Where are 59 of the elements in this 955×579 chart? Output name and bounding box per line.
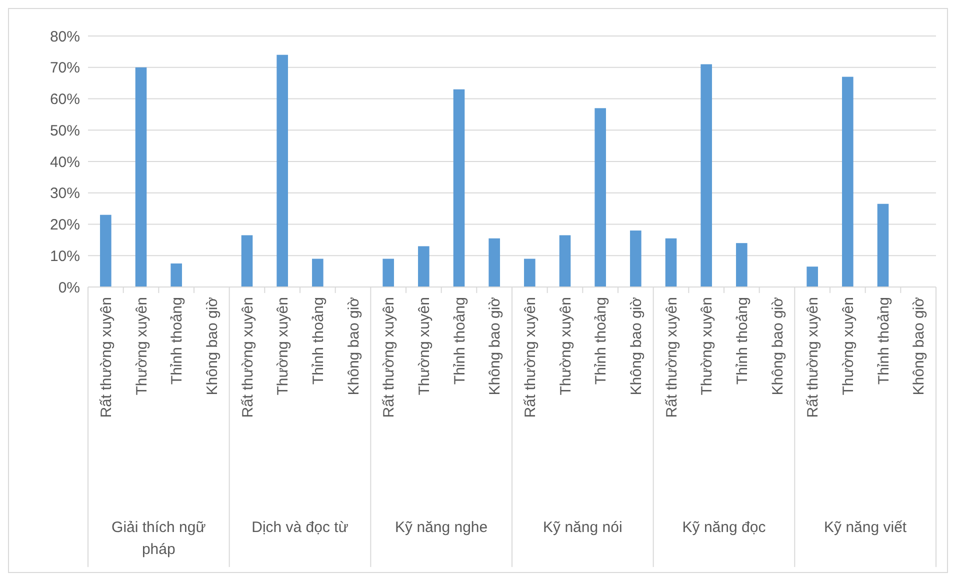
x-tick-label: Thỉnh thoảng — [310, 297, 327, 385]
x-tick-label: Thường xuyên — [133, 297, 150, 396]
x-tick-label: Rất thường xuyên — [522, 297, 539, 418]
x-tick-label: Thường xuyên — [557, 297, 574, 396]
bar — [276, 54, 288, 287]
bar — [135, 67, 147, 287]
bar — [877, 204, 889, 287]
bar — [665, 238, 677, 287]
x-tick-label: Rất thường xuyên — [804, 297, 822, 418]
x-tick-label: Thỉnh thoảng — [168, 297, 186, 385]
x-tick-label: Thường xuyên — [274, 297, 292, 396]
bar — [382, 258, 394, 287]
x-tick-label: Không bao giờ — [486, 296, 504, 396]
bar — [700, 64, 712, 287]
bar — [488, 238, 500, 287]
y-tick-label: 30% — [50, 185, 80, 202]
bar — [170, 263, 182, 287]
x-tick-label: Không bao giờ — [769, 296, 786, 396]
x-tick-label: Không bao giờ — [628, 296, 645, 396]
x-tick-label: Không bao giờ — [910, 296, 928, 396]
x-tick-label: Thỉnh thoảng — [875, 297, 892, 385]
x-tick-label: Thỉnh thoảng — [592, 297, 610, 385]
x-tick-label: Thỉnh thoảng — [734, 297, 751, 385]
y-tick-label: 50% — [50, 122, 80, 140]
y-tick-label: 60% — [50, 91, 80, 108]
x-tick-label: Thỉnh thoảng — [451, 297, 468, 385]
text: Giải thích ngữ pháp — [112, 519, 206, 558]
x-tick-label: Rất thường xuyên — [663, 297, 680, 418]
text: Kỹ năng viết — [824, 519, 908, 536]
bar — [630, 230, 642, 287]
text: Kỹ năng nghe — [395, 519, 488, 536]
x-tick-label: Rất thường xuyên — [239, 297, 256, 418]
x-tick-label: Thường xuyên — [416, 297, 433, 396]
text: Dịch và đọc từ — [252, 519, 348, 536]
bar — [418, 246, 430, 287]
bar — [100, 214, 112, 287]
bar — [842, 76, 854, 287]
x-tick-label: Thường xuyên — [840, 297, 857, 396]
x-tick-label: Rất thường xuyên — [98, 297, 115, 418]
bar — [736, 243, 748, 287]
y-tick-label: 20% — [50, 216, 80, 234]
bar — [806, 266, 818, 287]
y-tick-label: 0% — [58, 279, 80, 296]
bar — [453, 89, 465, 287]
text: Kỹ năng nói — [543, 519, 622, 536]
bar — [594, 108, 606, 287]
bar — [559, 235, 571, 287]
bar — [524, 258, 536, 287]
x-tick-label: Rất thường xuyên — [380, 297, 398, 418]
y-tick-label: 80% — [50, 28, 80, 46]
bar — [312, 258, 324, 287]
bar — [241, 235, 253, 287]
x-tick-label: Không bao giờ — [345, 296, 362, 396]
x-tick-label: Không bao giờ — [204, 296, 221, 396]
y-tick-label: 10% — [50, 248, 80, 265]
y-tick-label: 40% — [50, 154, 80, 171]
y-tick-label: 70% — [50, 60, 80, 77]
x-tick-label: Thường xuyên — [698, 297, 716, 396]
text: Kỹ năng đọc — [682, 519, 766, 536]
